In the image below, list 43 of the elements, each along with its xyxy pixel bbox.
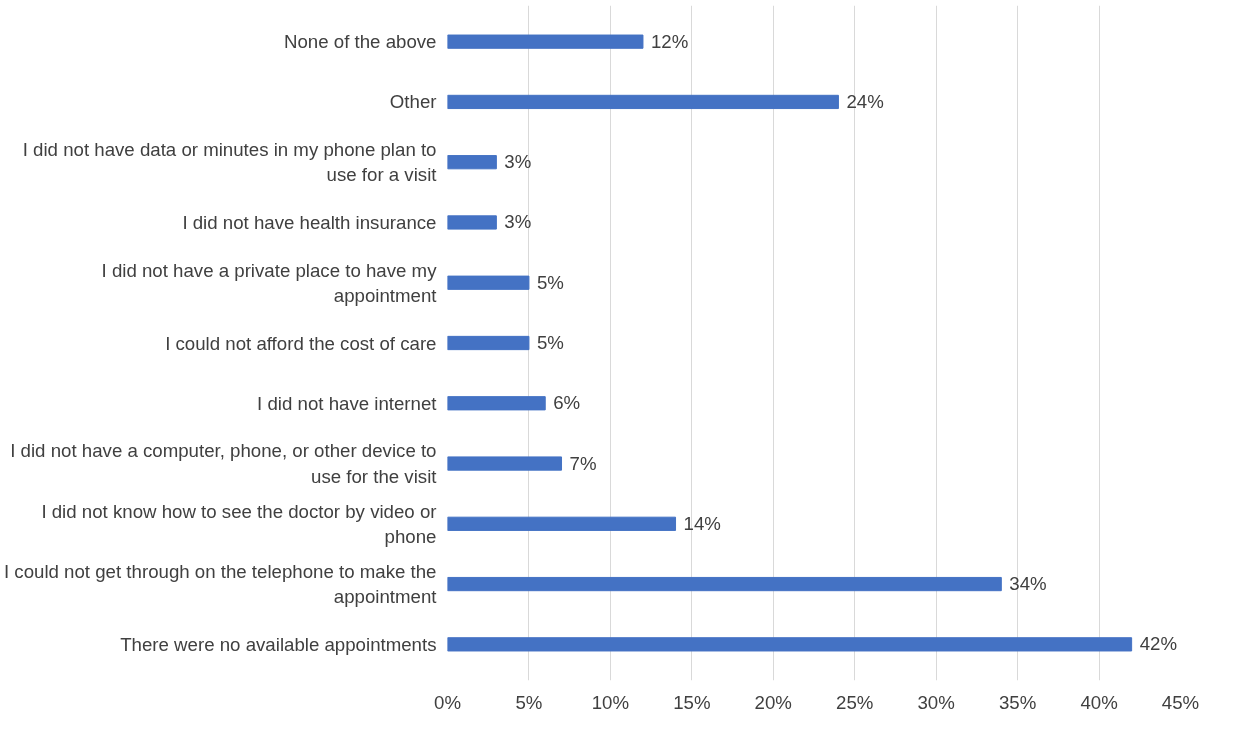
x-tick-label: 15% [673, 691, 711, 713]
data-label: 34% [1009, 573, 1047, 595]
x-tick-label: 20% [754, 691, 792, 713]
y-tick-label: I did not have health insurance [182, 211, 437, 233]
bar [447, 215, 497, 230]
y-tick-label: There were no available appointments [120, 633, 437, 655]
data-label: 12% [650, 30, 689, 52]
x-tick-label: 0% [434, 691, 461, 713]
bar [447, 396, 546, 411]
bar [447, 34, 644, 49]
data-label: 42% [1139, 633, 1177, 655]
bar [447, 576, 1002, 592]
y-tick-label: I could not afford the cost of care [165, 332, 437, 354]
x-tick-label: 25% [836, 691, 874, 713]
y-tick-label: None of the above [284, 31, 437, 53]
bar [447, 335, 530, 351]
data-label: 14% [683, 512, 721, 534]
y-tick-label: I did not have a computer, phone, or other device to use for the visit [10, 440, 438, 487]
data-label: 5% [536, 332, 564, 353]
bar [447, 155, 497, 170]
data-label: 3% [504, 151, 532, 173]
x-tick-label: 30% [917, 691, 955, 713]
data-label: 3% [504, 211, 532, 233]
bar [447, 456, 563, 471]
y-tick-label: I could not get through on the telephone to make the appointment [3, 560, 438, 608]
data-label: 7% [569, 452, 597, 474]
y-tick-label: I did not have internet [257, 392, 438, 414]
y-tick-label: I did not know how to see the doctor by video or phone [41, 500, 437, 547]
x-tick-label: 35% [998, 691, 1037, 713]
bar [447, 516, 677, 531]
x-tick-label: 45% [1161, 691, 1200, 713]
x-tick-label: 40% [1080, 691, 1118, 713]
x-tick-label: 10% [591, 691, 630, 713]
bar [447, 275, 530, 290]
bar [447, 94, 839, 110]
y-tick-label: I did not have data or minutes in my phone plan to use for a visit [22, 139, 438, 186]
bar [447, 637, 1133, 652]
data-label: 5% [536, 271, 564, 293]
x-tick-label: 5% [515, 691, 543, 713]
y-tick-label: I did not have a private place to have my appointment [101, 259, 438, 306]
data-label: 24% [846, 90, 884, 112]
y-tick-label: Other [389, 91, 437, 113]
data-label: 6% [553, 392, 581, 414]
